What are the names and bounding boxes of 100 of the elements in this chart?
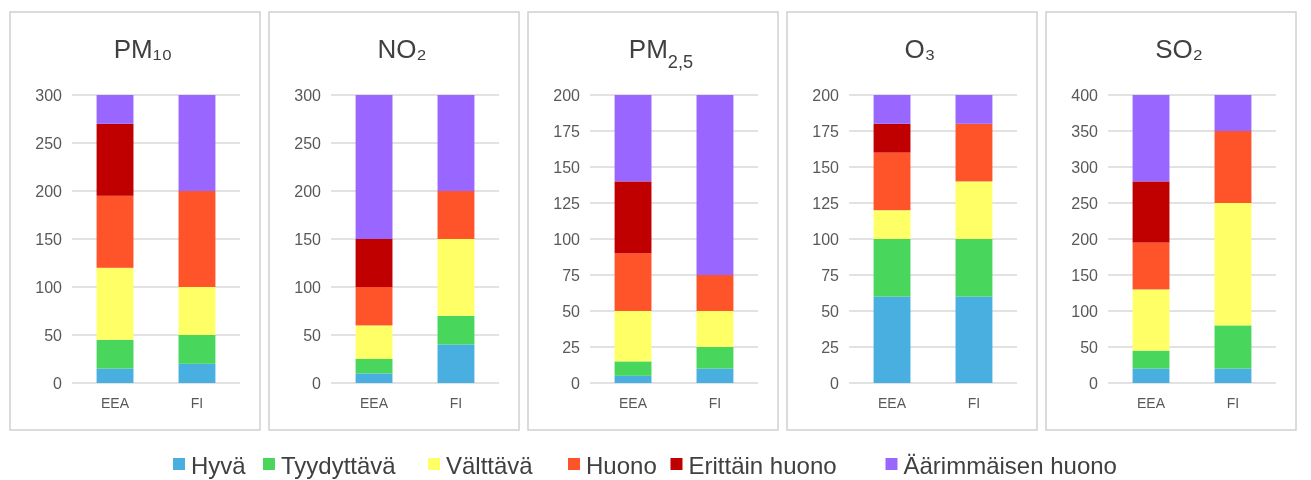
bar [96,195,134,268]
chart-title: PM$_{2,5}$ [628,34,694,72]
bar [614,95,652,182]
y-tick-label: 250 [1071,194,1099,212]
y-tick-label: 100 [35,278,63,296]
bar [614,375,652,383]
bar [696,347,734,369]
bar [955,239,993,297]
bar [178,363,216,383]
bar [1214,368,1252,383]
bar [1214,325,1252,369]
bar [437,344,475,383]
x-tick-label: EEA [878,395,907,411]
bar [614,311,652,362]
x-tick-label: EEA [360,395,389,411]
chart-title: PM₁₀ [113,34,173,64]
x-tick-label: FI [967,395,981,411]
y-tick-label: 200 [553,86,581,104]
y-tick-label: 100 [294,278,322,296]
bar [696,368,734,383]
y-tick-label: 200 [35,182,63,200]
y-tick-label: 50 [821,302,840,320]
bar [178,191,216,287]
legend-label: Huono [586,452,657,480]
y-tick-label: 175 [553,122,581,140]
bar [873,95,911,124]
bar [955,95,993,124]
y-tick-label: 150 [294,230,322,248]
y-tick-label: 75 [562,266,581,284]
y-tick-label: 125 [812,194,840,212]
bar [1132,242,1170,290]
bar [614,361,652,376]
y-tick-label: 150 [812,158,840,176]
y-tick-label: 400 [1071,86,1099,104]
bar [873,210,911,239]
y-tick-label: 250 [35,134,63,152]
y-tick-label: 100 [553,230,581,248]
y-tick-label: 300 [294,86,322,104]
bar [1132,95,1170,182]
y-tick-label: 50 [1080,338,1099,356]
bar [96,123,134,196]
bar [437,95,475,191]
y-tick-label: 25 [562,338,581,356]
bar [178,287,216,335]
bar [955,123,993,182]
y-tick-label: 0 [830,374,840,392]
bar [437,191,475,239]
bar [873,296,911,383]
bar [1132,289,1170,351]
bar [955,181,993,239]
y-tick-label: 250 [294,134,322,152]
y-tick-label: 50 [303,326,322,344]
bar [96,368,134,383]
x-tick-label: EEA [619,395,648,411]
bar [955,296,993,383]
bar [614,253,652,311]
bar [437,315,475,345]
chart-title: NO₂ [377,34,427,64]
bar [1214,203,1252,326]
bar [96,339,134,369]
y-tick-label: 75 [821,266,840,284]
bar [1132,350,1170,369]
bar [355,325,393,359]
bar [696,275,734,311]
y-tick-label: 100 [1071,302,1099,320]
y-tick-label: 150 [553,158,581,176]
bar [178,335,216,364]
chart-title: O₃ [904,34,936,64]
bar [1214,131,1252,203]
bar [355,373,393,383]
y-tick-label: 0 [1089,374,1099,392]
bar [355,239,393,287]
y-tick-label: 150 [1071,266,1099,284]
chart-title: SO₂ [1155,34,1203,64]
bar [873,123,911,153]
bar [355,95,393,239]
bar [437,239,475,316]
y-tick-label: 175 [812,122,840,140]
y-tick-label: 0 [53,374,63,392]
y-tick-label: 0 [312,374,322,392]
bar [96,95,134,124]
legend-label: Erittäin huono [688,452,837,480]
bar [614,181,652,254]
y-tick-label: 200 [294,182,322,200]
y-tick-label: 50 [44,326,63,344]
bar [873,239,911,297]
bar [355,359,393,374]
bar [1214,95,1252,131]
y-tick-label: 25 [821,338,840,356]
bar [1132,368,1170,383]
y-tick-label: 200 [1071,230,1099,248]
legend-label: Äärimmäisen huono [903,452,1117,480]
bar [696,95,734,275]
y-tick-label: 150 [35,230,63,248]
bar [1132,181,1170,243]
y-tick-label: 100 [812,230,840,248]
bar [96,267,134,340]
legend-label: Välttävä [446,452,534,480]
y-tick-label: 0 [571,374,581,392]
x-tick-label: FI [449,395,463,411]
